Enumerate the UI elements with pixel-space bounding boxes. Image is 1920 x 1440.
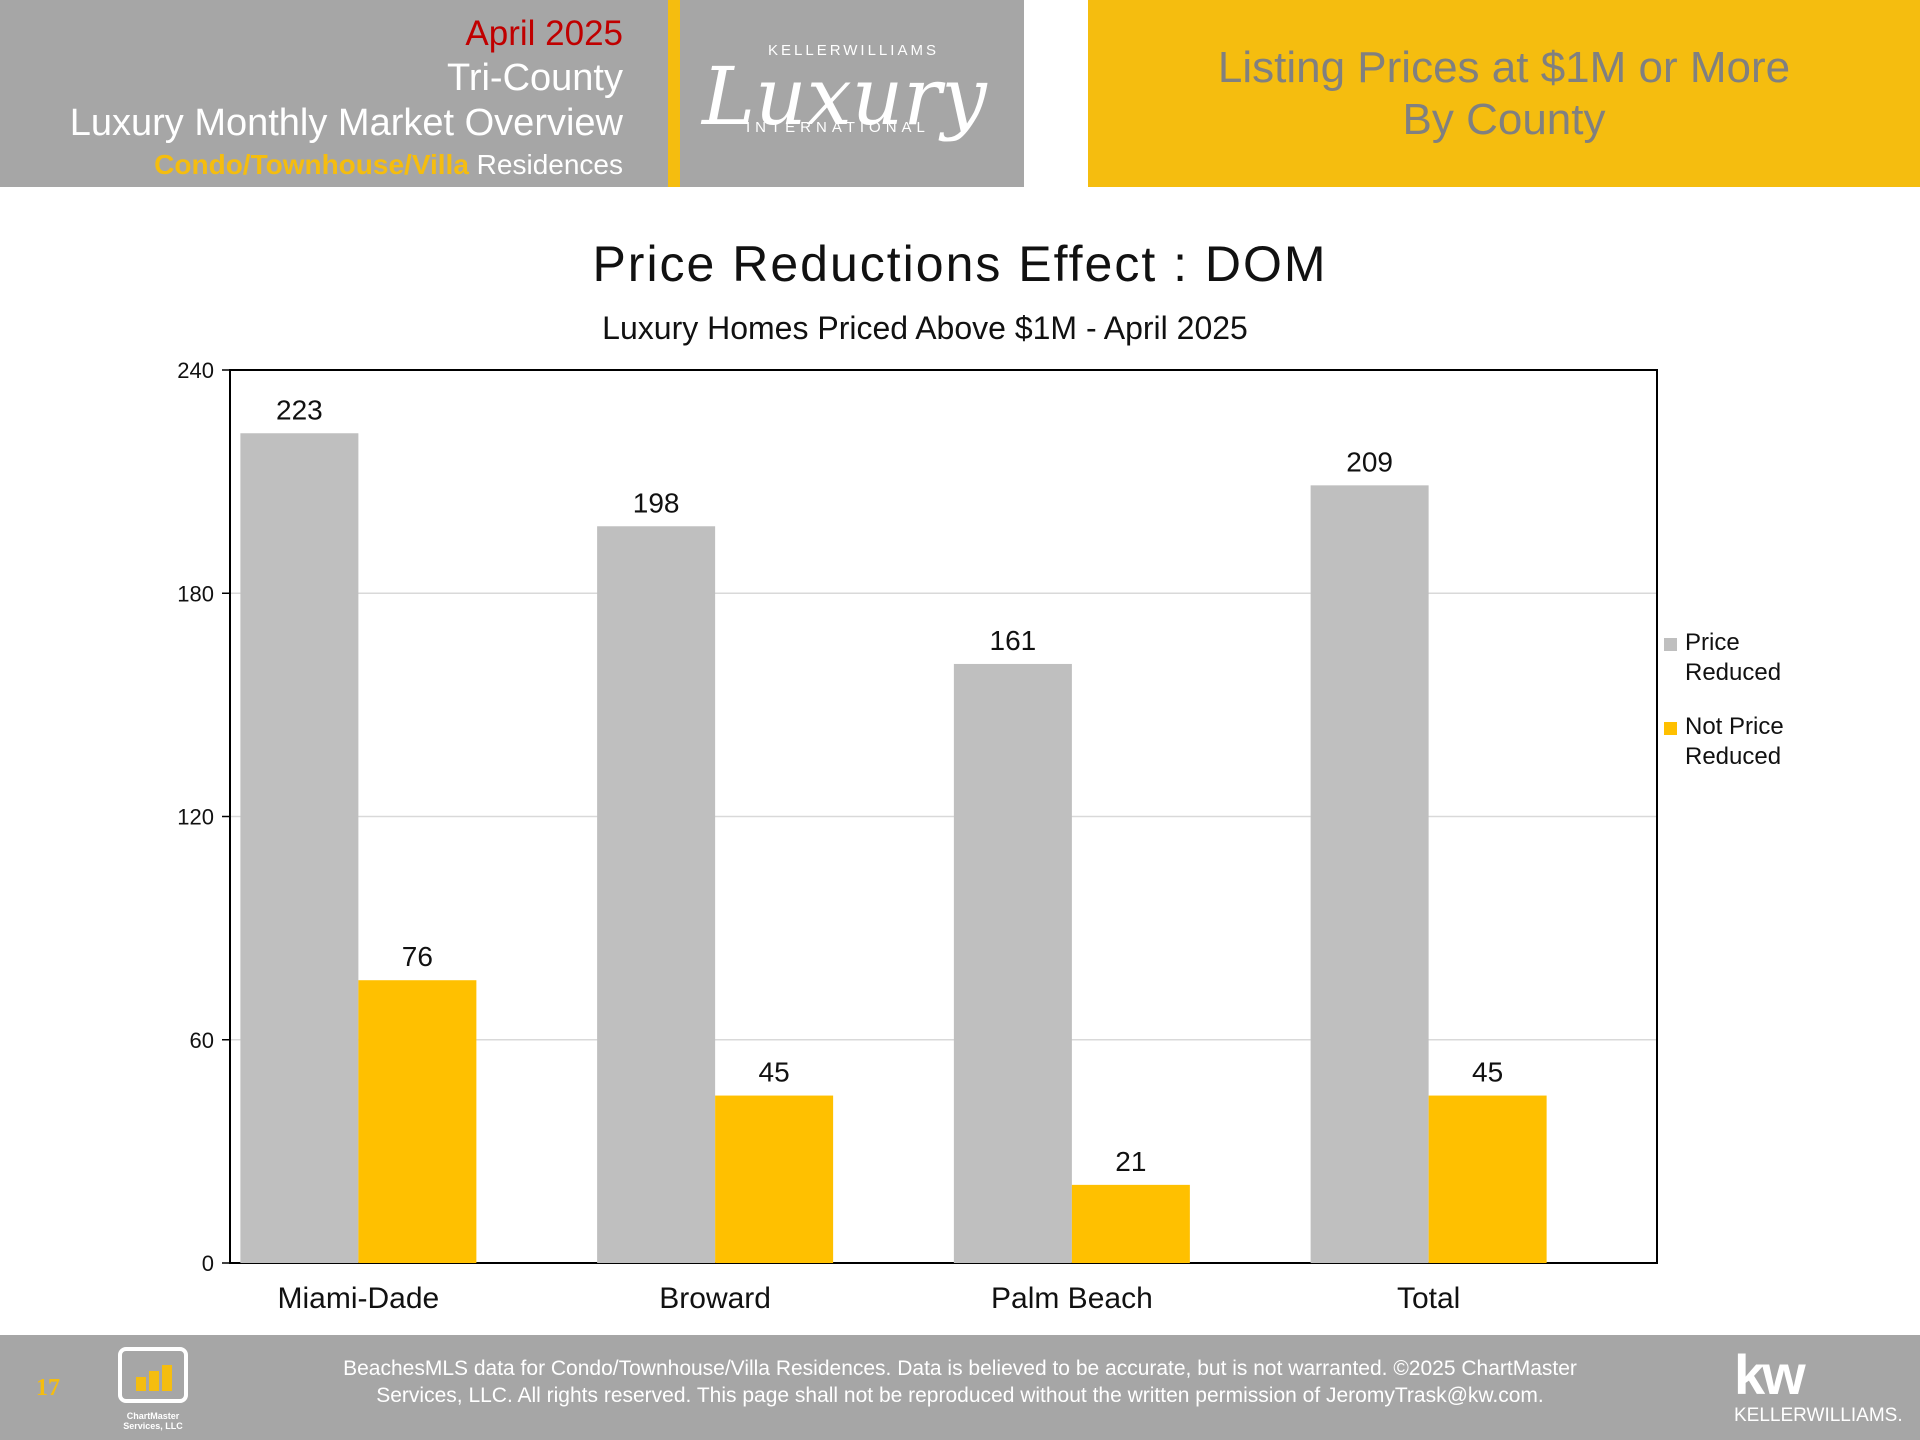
data-label: 198 bbox=[633, 487, 680, 518]
bar-price-reduced bbox=[953, 663, 1072, 1263]
bar-not-price-reduced bbox=[1071, 1184, 1190, 1263]
data-label: 223 bbox=[276, 394, 323, 425]
footer-disclaimer-line-2: Services, LLC. All rights reserved. This… bbox=[376, 1384, 1544, 1407]
legend-label-not-price-reduced: Not Price Reduced bbox=[1685, 712, 1784, 772]
x-category-label: Palm Beach bbox=[991, 1282, 1153, 1315]
property-type-accent: Condo/Townhouse/Villa bbox=[154, 149, 469, 180]
footer-disclaimer: BeachesMLS data for Condo/Townhouse/Vill… bbox=[240, 1355, 1680, 1409]
logo-top-text: KELLERWILLIAMS bbox=[768, 42, 939, 59]
bar-not-price-reduced bbox=[358, 980, 477, 1263]
y-tick-label: 60 bbox=[190, 1028, 214, 1053]
y-tick-label: 120 bbox=[177, 805, 214, 830]
kw-logo-wordmark: KELLERWILLIAMS. bbox=[1734, 1405, 1903, 1426]
report-name: Luxury Monthly Market Overview bbox=[69, 102, 623, 144]
legend-item-not-price-reduced: Not Price Reduced bbox=[1664, 712, 1864, 772]
report-region: Tri-County bbox=[447, 57, 623, 99]
legend-label-line: Reduced bbox=[1685, 743, 1782, 770]
x-category-label: Miami-Dade bbox=[278, 1282, 440, 1315]
chartmaster-logo-bar bbox=[162, 1365, 172, 1391]
data-label: 21 bbox=[1115, 1146, 1146, 1177]
legend-label-line: Price bbox=[1685, 629, 1740, 656]
header-banner: Listing Prices at $1M or More By County bbox=[1088, 0, 1920, 187]
bar-price-reduced bbox=[1310, 485, 1429, 1263]
chartmaster-logo-bar bbox=[149, 1371, 159, 1391]
legend-swatch-not-price-reduced bbox=[1664, 722, 1677, 735]
bar-not-price-reduced bbox=[1428, 1095, 1547, 1263]
y-tick-label: 0 bbox=[202, 1251, 214, 1276]
data-label: 45 bbox=[1472, 1057, 1503, 1088]
plot-frame bbox=[229, 369, 1658, 1264]
chartmaster-logo: ChartMaster Services, LLC bbox=[116, 1345, 190, 1433]
data-label: 76 bbox=[402, 941, 433, 972]
banner-line-2: By County bbox=[1402, 94, 1606, 144]
header-titles: April 2025 Tri-County Luxury Monthly Mar… bbox=[0, 12, 623, 184]
chartmaster-logo-bar bbox=[136, 1377, 146, 1391]
data-label: 161 bbox=[990, 625, 1037, 656]
x-category-label: Broward bbox=[659, 1282, 771, 1315]
page-number: 17 bbox=[36, 1375, 60, 1401]
footer-disclaimer-line-1: BeachesMLS data for Condo/Townhouse/Vill… bbox=[343, 1357, 1577, 1380]
x-category-label: Total bbox=[1397, 1282, 1460, 1315]
logo-script-text: Luxury bbox=[702, 50, 987, 143]
chartmaster-logo-text: ChartMaster Services, LLC bbox=[123, 1411, 183, 1431]
bar-price-reduced bbox=[597, 526, 716, 1263]
data-label: 209 bbox=[1346, 446, 1393, 477]
legend-label-line: Reduced bbox=[1685, 659, 1782, 686]
header-left-panel: April 2025 Tri-County Luxury Monthly Mar… bbox=[0, 0, 1024, 187]
bar-price-reduced bbox=[240, 433, 359, 1264]
legend-swatch-price-reduced bbox=[1664, 638, 1677, 651]
kw-luxury-logo: KELLERWILLIAMS Luxury INTERNATIONAL bbox=[690, 30, 1024, 160]
header-divider bbox=[668, 0, 680, 187]
legend-label-line: Not Price bbox=[1685, 713, 1784, 740]
kw-logo-mark: kw bbox=[1734, 1343, 1806, 1406]
property-type: Condo/Townhouse/Villa Residences bbox=[0, 146, 623, 184]
y-tick-label: 240 bbox=[177, 358, 214, 383]
logo-bottom-text: INTERNATIONAL bbox=[746, 119, 930, 136]
bar-not-price-reduced bbox=[715, 1095, 834, 1263]
legend-item-price-reduced: Price Reduced bbox=[1664, 628, 1864, 688]
report-date: April 2025 bbox=[465, 14, 623, 53]
chart-legend: Price Reduced Not Price Reduced bbox=[1664, 628, 1864, 796]
data-label: 45 bbox=[759, 1057, 790, 1088]
bar-chart: 0 60 120 180 240 223 76 Miami-Dade 198 45 Broward 1… bbox=[177, 358, 1658, 1315]
chartmaster-logo-box bbox=[118, 1347, 188, 1403]
banner-line-1: Listing Prices at $1M or More bbox=[1217, 42, 1791, 92]
kw-logo: kw KELLERWILLIAMS. bbox=[1734, 1345, 1904, 1433]
legend-label-price-reduced: Price Reduced bbox=[1685, 628, 1781, 688]
chart-subtitle: Luxury Homes Priced Above $1M - April 20… bbox=[602, 310, 1248, 346]
y-tick-label: 180 bbox=[177, 581, 214, 606]
chart-title: Price Reductions Effect : DOM bbox=[592, 236, 1328, 292]
footer: 17 ChartMaster Services, LLC BeachesMLS … bbox=[0, 1335, 1920, 1440]
property-type-rest: Residences bbox=[468, 149, 623, 180]
